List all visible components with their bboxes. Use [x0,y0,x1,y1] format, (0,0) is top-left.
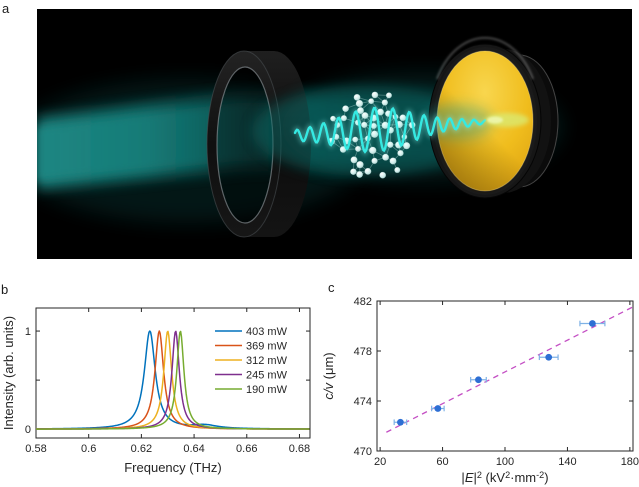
panel-label-b: b [1,282,9,297]
optical-cavity-scene [37,9,632,259]
input-coupler-bore-shade [217,67,273,223]
x-tick-labels: 20 60 100 140 180 [374,456,639,468]
svg-text:474: 474 [354,396,372,408]
molecule-sphere [371,157,378,165]
svg-text:180: 180 [621,456,639,468]
data-point [589,320,596,327]
molecule-sphere [368,146,377,155]
x-axis-label: Frequency (THz) [124,460,222,475]
y-tick-labels: 470 474 478 482 [354,296,372,458]
molecule-sphere [355,99,364,108]
data-point [475,376,482,384]
panel-label-c: c [328,280,335,295]
molecule-sphere [382,153,390,161]
spectra-curves [36,330,310,430]
fit-line [386,306,633,433]
svg-text:100: 100 [496,456,514,468]
thz-wave [293,106,487,154]
molecule-sphere [342,105,349,113]
svg-text:60: 60 [436,456,448,468]
svg-text:0.68: 0.68 [289,443,310,455]
svg-text:0.58: 0.58 [25,443,46,455]
panel-c-chart: 20 60 100 140 180 470 474 478 482 |E|2 (kV2·mm-2)… [320,280,639,487]
x-tick-labels: 0.58 0.6 0.62 0.64 0.66 0.68 [25,443,310,455]
data-point [545,353,553,361]
svg-text:0.6: 0.6 [81,443,96,455]
molecule-sphere [361,112,369,119]
molecule-sphere [356,171,364,178]
axis-ticks [377,300,633,452]
molecule-sphere [389,157,397,165]
x-axis-label: |E|2 (kV2·mm-2) [461,470,548,485]
svg-text:470: 470 [354,446,372,458]
svg-text:0.62: 0.62 [131,443,152,455]
molecule-sphere [356,160,364,169]
legend-label-369-mW: 369 mW [246,341,288,353]
legend-label-190-mW: 190 mW [246,384,288,396]
molecule-sphere [394,166,401,174]
data-points [397,320,596,426]
legend-label-312-mW: 312 mW [246,355,288,367]
panel-label-a: a [2,1,10,16]
molecule-sphere [353,93,361,101]
plot-box [35,307,311,439]
molecule-sphere [368,98,375,105]
molecule-sphere [371,91,379,99]
svg-text:0: 0 [25,424,31,436]
series-curve-190-mW [36,330,310,430]
y-axis-label: Intensity (arb. units) [1,316,16,430]
error-bars [393,320,606,426]
molecule-sphere [350,156,358,164]
svg-text:1: 1 [25,326,31,338]
molecule-sphere [381,99,389,106]
molecule-sphere [350,168,357,176]
svg-text:140: 140 [558,456,576,468]
focus-glow-core [487,116,503,124]
gold-mirror-rim-glint [436,36,534,80]
legend-label-403-mW: 403 mW [246,326,288,338]
molecule-sphere [364,167,372,175]
molecule-sphere [379,171,387,179]
legend: 403 mW 369 mW 312 mW 245 mW 190 mW [215,326,288,396]
svg-text:20: 20 [374,456,386,468]
data-point [434,405,442,412]
svg-text:0.66: 0.66 [236,443,257,455]
svg-text:478: 478 [354,346,372,358]
molecule-sphere [397,149,404,157]
legend-label-245-mW: 245 mW [246,370,288,382]
panel-a-illustration [37,9,632,259]
molecule-sphere [385,92,393,99]
panel-b-chart: 0.58 0.6 0.62 0.64 0.66 0.68 0 1 Frequency (THz)… [0,280,320,487]
focus-glow [485,113,529,127]
data-point [397,418,404,426]
y-axis-label: c/v (μm) [321,352,336,399]
cavity-length-scatter-chart: 20 60 100 140 180 470 474 478 482 |E|2 (kV2·mm-2)… [321,296,639,485]
svg-text:482: 482 [354,296,372,308]
svg-text:0.64: 0.64 [183,443,204,455]
y-tick-labels: 01 [25,326,31,436]
